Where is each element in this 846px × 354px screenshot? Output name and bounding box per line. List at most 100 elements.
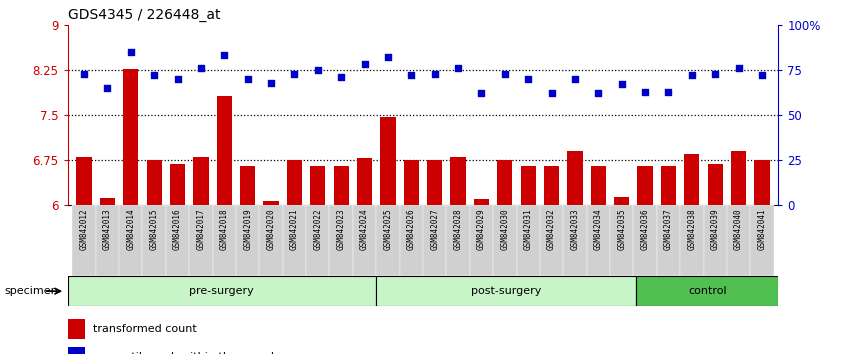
Point xyxy=(545,91,558,96)
Text: pre-surgery: pre-surgery xyxy=(190,286,254,296)
Bar xyxy=(170,164,185,205)
Point xyxy=(708,71,722,76)
Text: GSM842033: GSM842033 xyxy=(570,209,580,251)
Bar xyxy=(260,205,283,276)
Bar xyxy=(423,205,447,276)
Bar xyxy=(283,205,306,276)
Bar xyxy=(76,157,91,205)
Bar xyxy=(96,205,119,276)
Point xyxy=(569,76,582,82)
Bar xyxy=(376,276,636,306)
Text: GSM842014: GSM842014 xyxy=(126,209,135,251)
Point xyxy=(638,89,651,95)
Bar xyxy=(124,69,139,205)
Bar xyxy=(263,200,278,205)
Point xyxy=(217,53,231,58)
Bar xyxy=(287,160,302,205)
Bar xyxy=(194,157,208,205)
Point xyxy=(358,62,371,67)
Text: GDS4345 / 226448_at: GDS4345 / 226448_at xyxy=(68,8,220,22)
Bar xyxy=(212,205,236,276)
Point xyxy=(382,55,395,60)
Text: GSM842034: GSM842034 xyxy=(594,209,603,251)
Text: GSM842035: GSM842035 xyxy=(618,209,626,251)
Bar xyxy=(638,166,652,205)
Bar xyxy=(142,205,166,276)
Text: GSM842015: GSM842015 xyxy=(150,209,159,251)
Bar xyxy=(684,154,700,205)
Bar xyxy=(680,205,704,276)
Point xyxy=(521,76,535,82)
Bar xyxy=(544,166,559,205)
Point xyxy=(685,73,699,78)
Text: GSM842024: GSM842024 xyxy=(360,209,369,251)
Bar xyxy=(610,205,634,276)
Text: GSM842018: GSM842018 xyxy=(220,209,228,251)
Bar xyxy=(634,205,656,276)
Bar xyxy=(563,205,586,276)
Bar xyxy=(540,205,563,276)
Text: GSM842029: GSM842029 xyxy=(477,209,486,251)
Point xyxy=(288,71,301,76)
Text: GSM842036: GSM842036 xyxy=(640,209,650,251)
Bar xyxy=(333,166,349,205)
Bar xyxy=(727,205,750,276)
Bar xyxy=(517,205,540,276)
Bar xyxy=(119,205,142,276)
Bar xyxy=(656,205,680,276)
Bar xyxy=(427,160,442,205)
Point xyxy=(451,65,464,71)
Bar xyxy=(240,166,255,205)
Point xyxy=(662,89,675,95)
Point xyxy=(264,80,277,85)
Point xyxy=(171,76,184,82)
Bar xyxy=(100,198,115,205)
Point xyxy=(311,67,325,73)
Text: GSM842041: GSM842041 xyxy=(757,209,766,251)
Text: GSM842039: GSM842039 xyxy=(711,209,720,251)
Bar xyxy=(493,205,517,276)
Bar xyxy=(306,205,329,276)
Text: GSM842027: GSM842027 xyxy=(430,209,439,251)
Text: GSM842030: GSM842030 xyxy=(500,209,509,251)
Point xyxy=(428,71,442,76)
Text: GSM842023: GSM842023 xyxy=(337,209,346,251)
Bar xyxy=(68,347,85,354)
Text: GSM842025: GSM842025 xyxy=(383,209,393,251)
Bar xyxy=(707,164,722,205)
Point xyxy=(241,76,255,82)
Point xyxy=(77,71,91,76)
Text: GSM842016: GSM842016 xyxy=(173,209,182,251)
Point xyxy=(404,73,418,78)
Bar xyxy=(750,205,773,276)
Bar xyxy=(470,205,493,276)
Text: control: control xyxy=(688,286,727,296)
Bar xyxy=(73,205,96,276)
Text: GSM842020: GSM842020 xyxy=(266,209,276,251)
Bar xyxy=(190,205,212,276)
Text: GSM842019: GSM842019 xyxy=(243,209,252,251)
Point xyxy=(591,91,605,96)
Bar xyxy=(357,158,372,205)
Bar xyxy=(236,205,260,276)
Point xyxy=(615,81,629,87)
Bar xyxy=(404,160,419,205)
Text: GSM842032: GSM842032 xyxy=(547,209,556,251)
Bar xyxy=(520,166,536,205)
Bar xyxy=(497,160,513,205)
Bar xyxy=(166,205,190,276)
Bar xyxy=(636,276,778,306)
Bar xyxy=(399,205,423,276)
Text: transformed count: transformed count xyxy=(93,324,197,334)
Point xyxy=(101,85,114,91)
Point xyxy=(755,73,769,78)
Bar xyxy=(217,96,232,205)
Bar xyxy=(614,198,629,205)
Bar xyxy=(329,205,353,276)
Text: GSM842026: GSM842026 xyxy=(407,209,416,251)
Text: GSM842037: GSM842037 xyxy=(664,209,673,251)
Bar xyxy=(474,199,489,205)
Point xyxy=(334,74,348,80)
Bar xyxy=(731,151,746,205)
Point xyxy=(498,71,512,76)
